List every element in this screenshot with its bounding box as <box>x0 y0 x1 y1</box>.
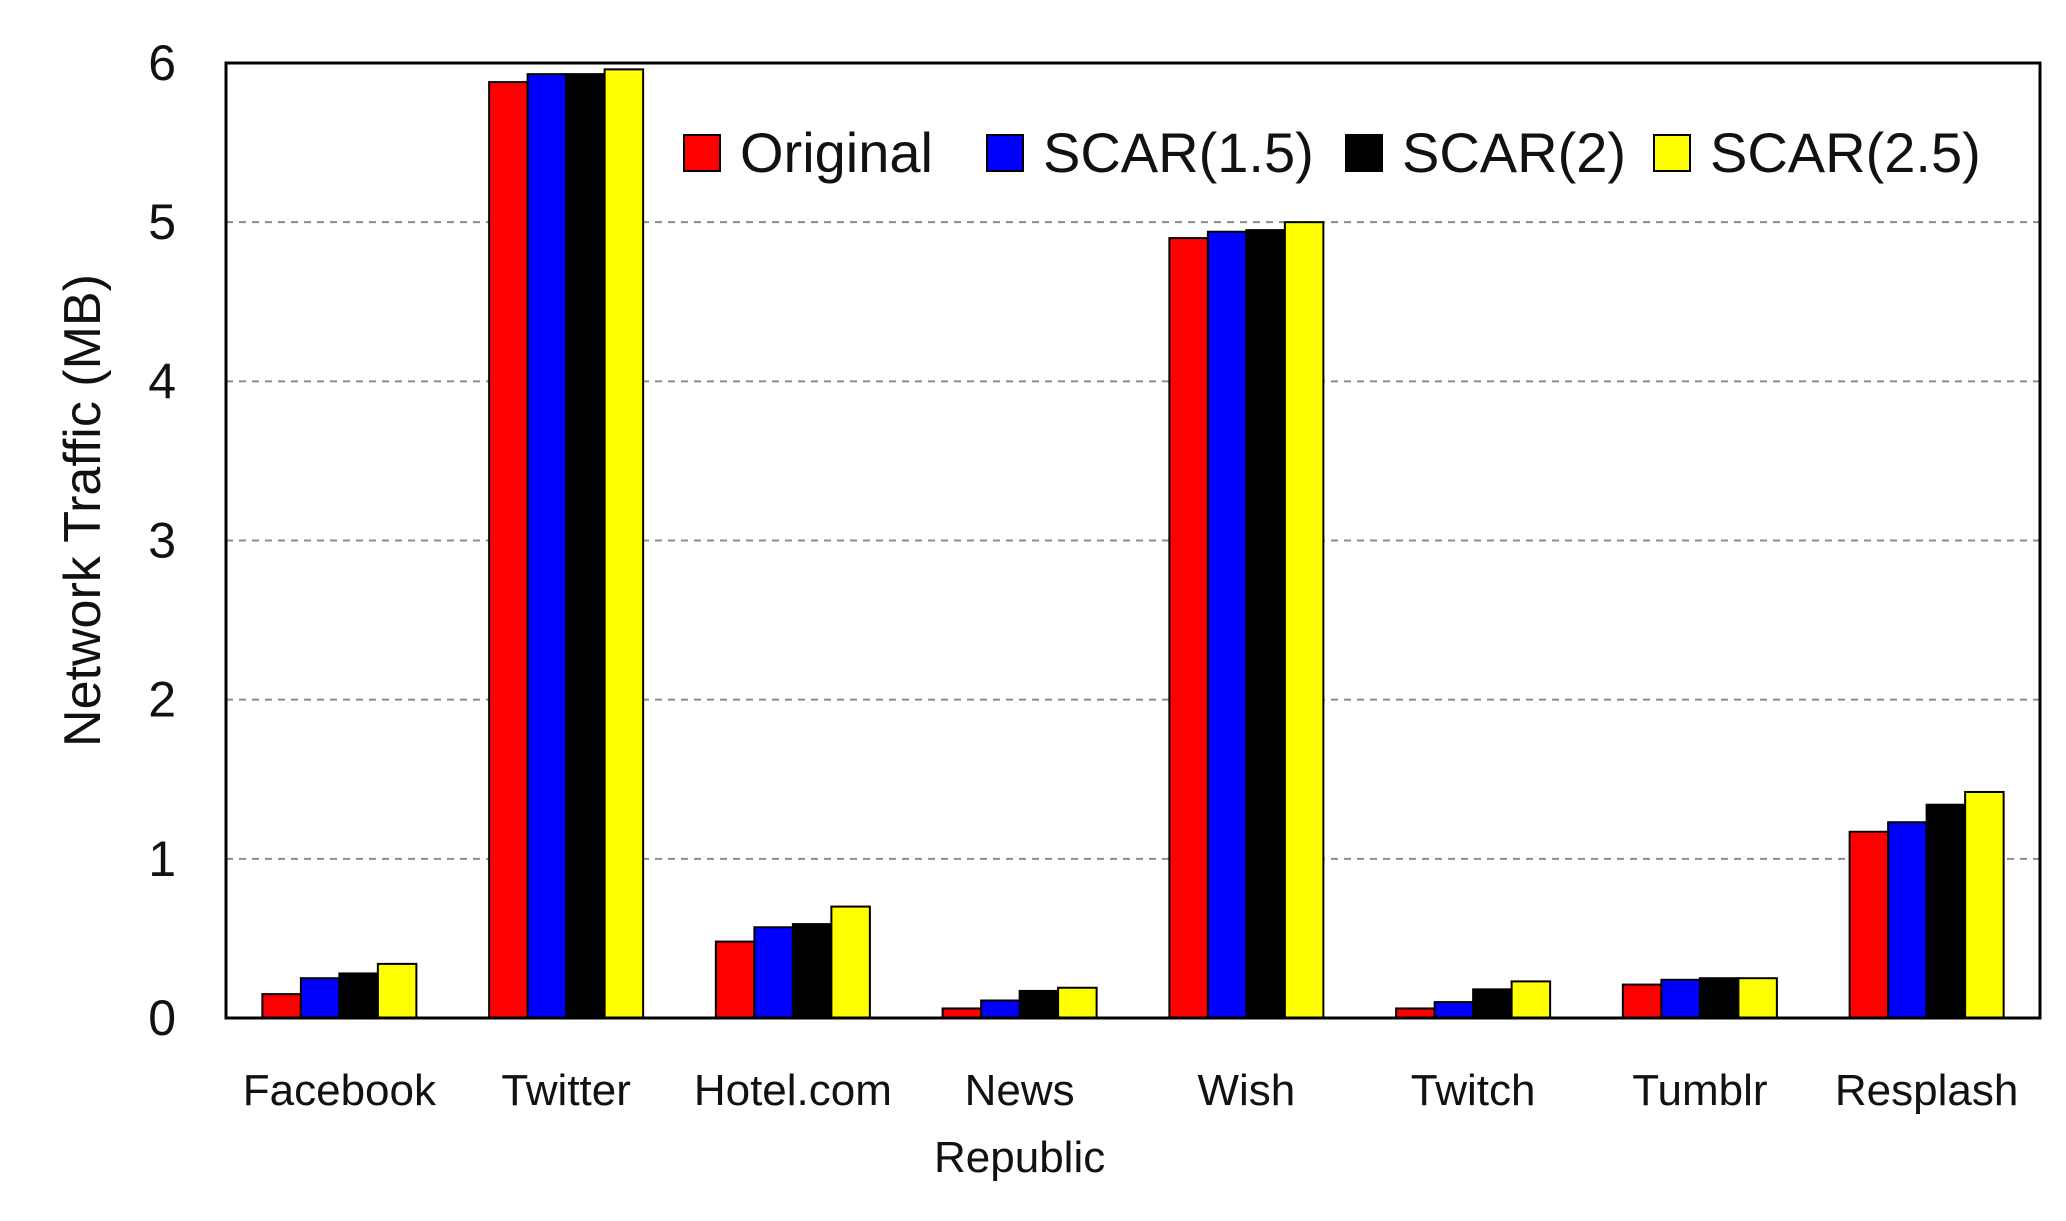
bar-scar-2-2 <box>791 923 833 1020</box>
bar-scar-2-5-0 <box>376 962 418 1020</box>
bar-original-7 <box>1848 830 1890 1020</box>
bar-scar-1-5-4 <box>1206 230 1248 1019</box>
bar-scar-2-5-4 <box>1283 221 1325 1019</box>
y-tick-labels: 0 1 2 3 4 5 6 <box>148 35 176 1046</box>
y-tick-label: 5 <box>148 194 176 250</box>
legend-label: SCAR(1.5) <box>1043 121 1314 184</box>
x-category-label: News <box>965 1066 1075 1115</box>
x-category-label: Hotel.com <box>694 1066 892 1115</box>
bar-scar-1-5-0 <box>299 977 341 1019</box>
y-tick-label: 3 <box>148 513 176 569</box>
bar-scar-2-0 <box>338 972 379 1020</box>
x-category-label: Republic <box>934 1133 1105 1182</box>
legend-label: SCAR(2.5) <box>1710 121 1981 184</box>
legend: Original SCAR(1.5) SCAR(2) SCAR(2.5) <box>683 121 1981 184</box>
bar-scar-2-4 <box>1245 229 1286 1019</box>
bar-scar-1-5-3 <box>980 999 1021 1019</box>
x-category-label: Wish <box>1197 1066 1295 1115</box>
bar-scar-2-5-6 <box>1737 977 1778 1019</box>
bar-original-4 <box>1168 237 1209 1020</box>
bar-scar-2-5-7 <box>1964 790 2005 1019</box>
bar-scar-2-5-1 <box>603 68 645 1020</box>
y-tick-label: 6 <box>148 35 176 91</box>
legend-label: SCAR(2) <box>1402 121 1626 184</box>
y-tick-label: 4 <box>148 353 176 409</box>
x-category-label: Resplash <box>1835 1066 2018 1115</box>
y-tick-label: 0 <box>148 990 176 1046</box>
bar-scar-2-5 <box>1472 988 1513 1019</box>
bar-scar-1-5-7 <box>1887 821 1928 1019</box>
bar-scar-2-3 <box>1018 989 1060 1019</box>
y-axis-title: Network Traffic (MB) <box>54 274 112 747</box>
bar-scar-1-5-1 <box>526 73 568 1020</box>
bar-scar-1-5-5 <box>1433 1001 1475 1019</box>
bars <box>261 68 2005 1020</box>
x-category-label: Facebook <box>243 1066 437 1115</box>
bar-scar-2-7 <box>1925 803 1967 1020</box>
bar-original-0 <box>261 993 302 1019</box>
legend-swatch <box>986 134 1024 172</box>
legend-label: Original <box>740 121 933 184</box>
bar-scar-2-5-5 <box>1510 980 1552 1019</box>
y-tick-label: 1 <box>148 831 176 887</box>
x-category-labels: Facebook Twitter Hotel.com News Republic Wish… <box>243 1066 2019 1182</box>
bar-original-2 <box>714 940 756 1019</box>
bar-scar-1-5-6 <box>1660 978 1701 1019</box>
legend-swatch <box>1345 134 1383 172</box>
legend-swatch <box>683 134 721 172</box>
legend-swatch <box>1653 134 1691 172</box>
x-category-label: Twitch <box>1411 1066 1536 1115</box>
bar-original-6 <box>1621 983 1663 1020</box>
x-category-label: Twitter <box>501 1066 631 1115</box>
bar-scar-1-5-2 <box>753 926 794 1020</box>
y-tick-label: 2 <box>148 672 176 728</box>
bar-scar-2-1 <box>565 73 606 1020</box>
bar-scar-2-5-3 <box>1057 986 1098 1020</box>
plot-frame <box>224 61 2042 1020</box>
x-category-label: Tumblr <box>1632 1066 1767 1115</box>
bar-scar-2-5-2 <box>830 905 871 1019</box>
bar-scar-2-6 <box>1698 977 1740 1019</box>
bar-original-1 <box>488 81 529 1020</box>
